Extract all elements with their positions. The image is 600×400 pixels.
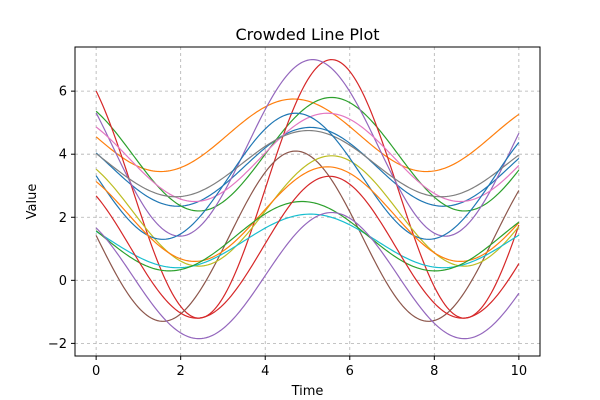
series-line-14 xyxy=(95,175,520,319)
y-tick-label: −2 xyxy=(48,337,67,352)
series-line-15 xyxy=(95,211,520,340)
y-tick-label: 4 xyxy=(59,148,67,163)
x-tick-label: 0 xyxy=(92,364,100,379)
x-tick-label: 8 xyxy=(430,364,438,379)
x-tick-label: 10 xyxy=(511,364,528,379)
y-tick-label: 2 xyxy=(59,211,67,226)
x-axis-label: Time xyxy=(291,384,324,399)
series-line-12 xyxy=(95,166,520,263)
series-line-2 xyxy=(95,98,520,173)
series-line-3 xyxy=(95,96,520,212)
chart-title: Crowded Line Plot xyxy=(235,25,379,44)
x-tick-label: 2 xyxy=(177,364,185,379)
series-line-11 xyxy=(95,112,520,240)
series-line-1 xyxy=(95,126,520,207)
y-axis-label: Value xyxy=(25,184,40,220)
series-line-7 xyxy=(95,112,520,203)
x-tick-label: 6 xyxy=(346,364,354,379)
x-tick-label: 4 xyxy=(261,364,269,379)
y-tick-label: 6 xyxy=(59,85,67,100)
series-line-8 xyxy=(95,129,520,198)
y-tick-label: 0 xyxy=(59,274,67,289)
axis-ticks: 0 2 4 6 8 10 −2 0 2 4 6 xyxy=(48,85,527,379)
series-line-4 xyxy=(95,59,520,319)
series-lines xyxy=(95,59,520,340)
plot-frame xyxy=(74,46,541,357)
series-line-10 xyxy=(95,213,520,269)
series-line-13 xyxy=(95,200,520,272)
series-line-5 xyxy=(95,59,520,237)
